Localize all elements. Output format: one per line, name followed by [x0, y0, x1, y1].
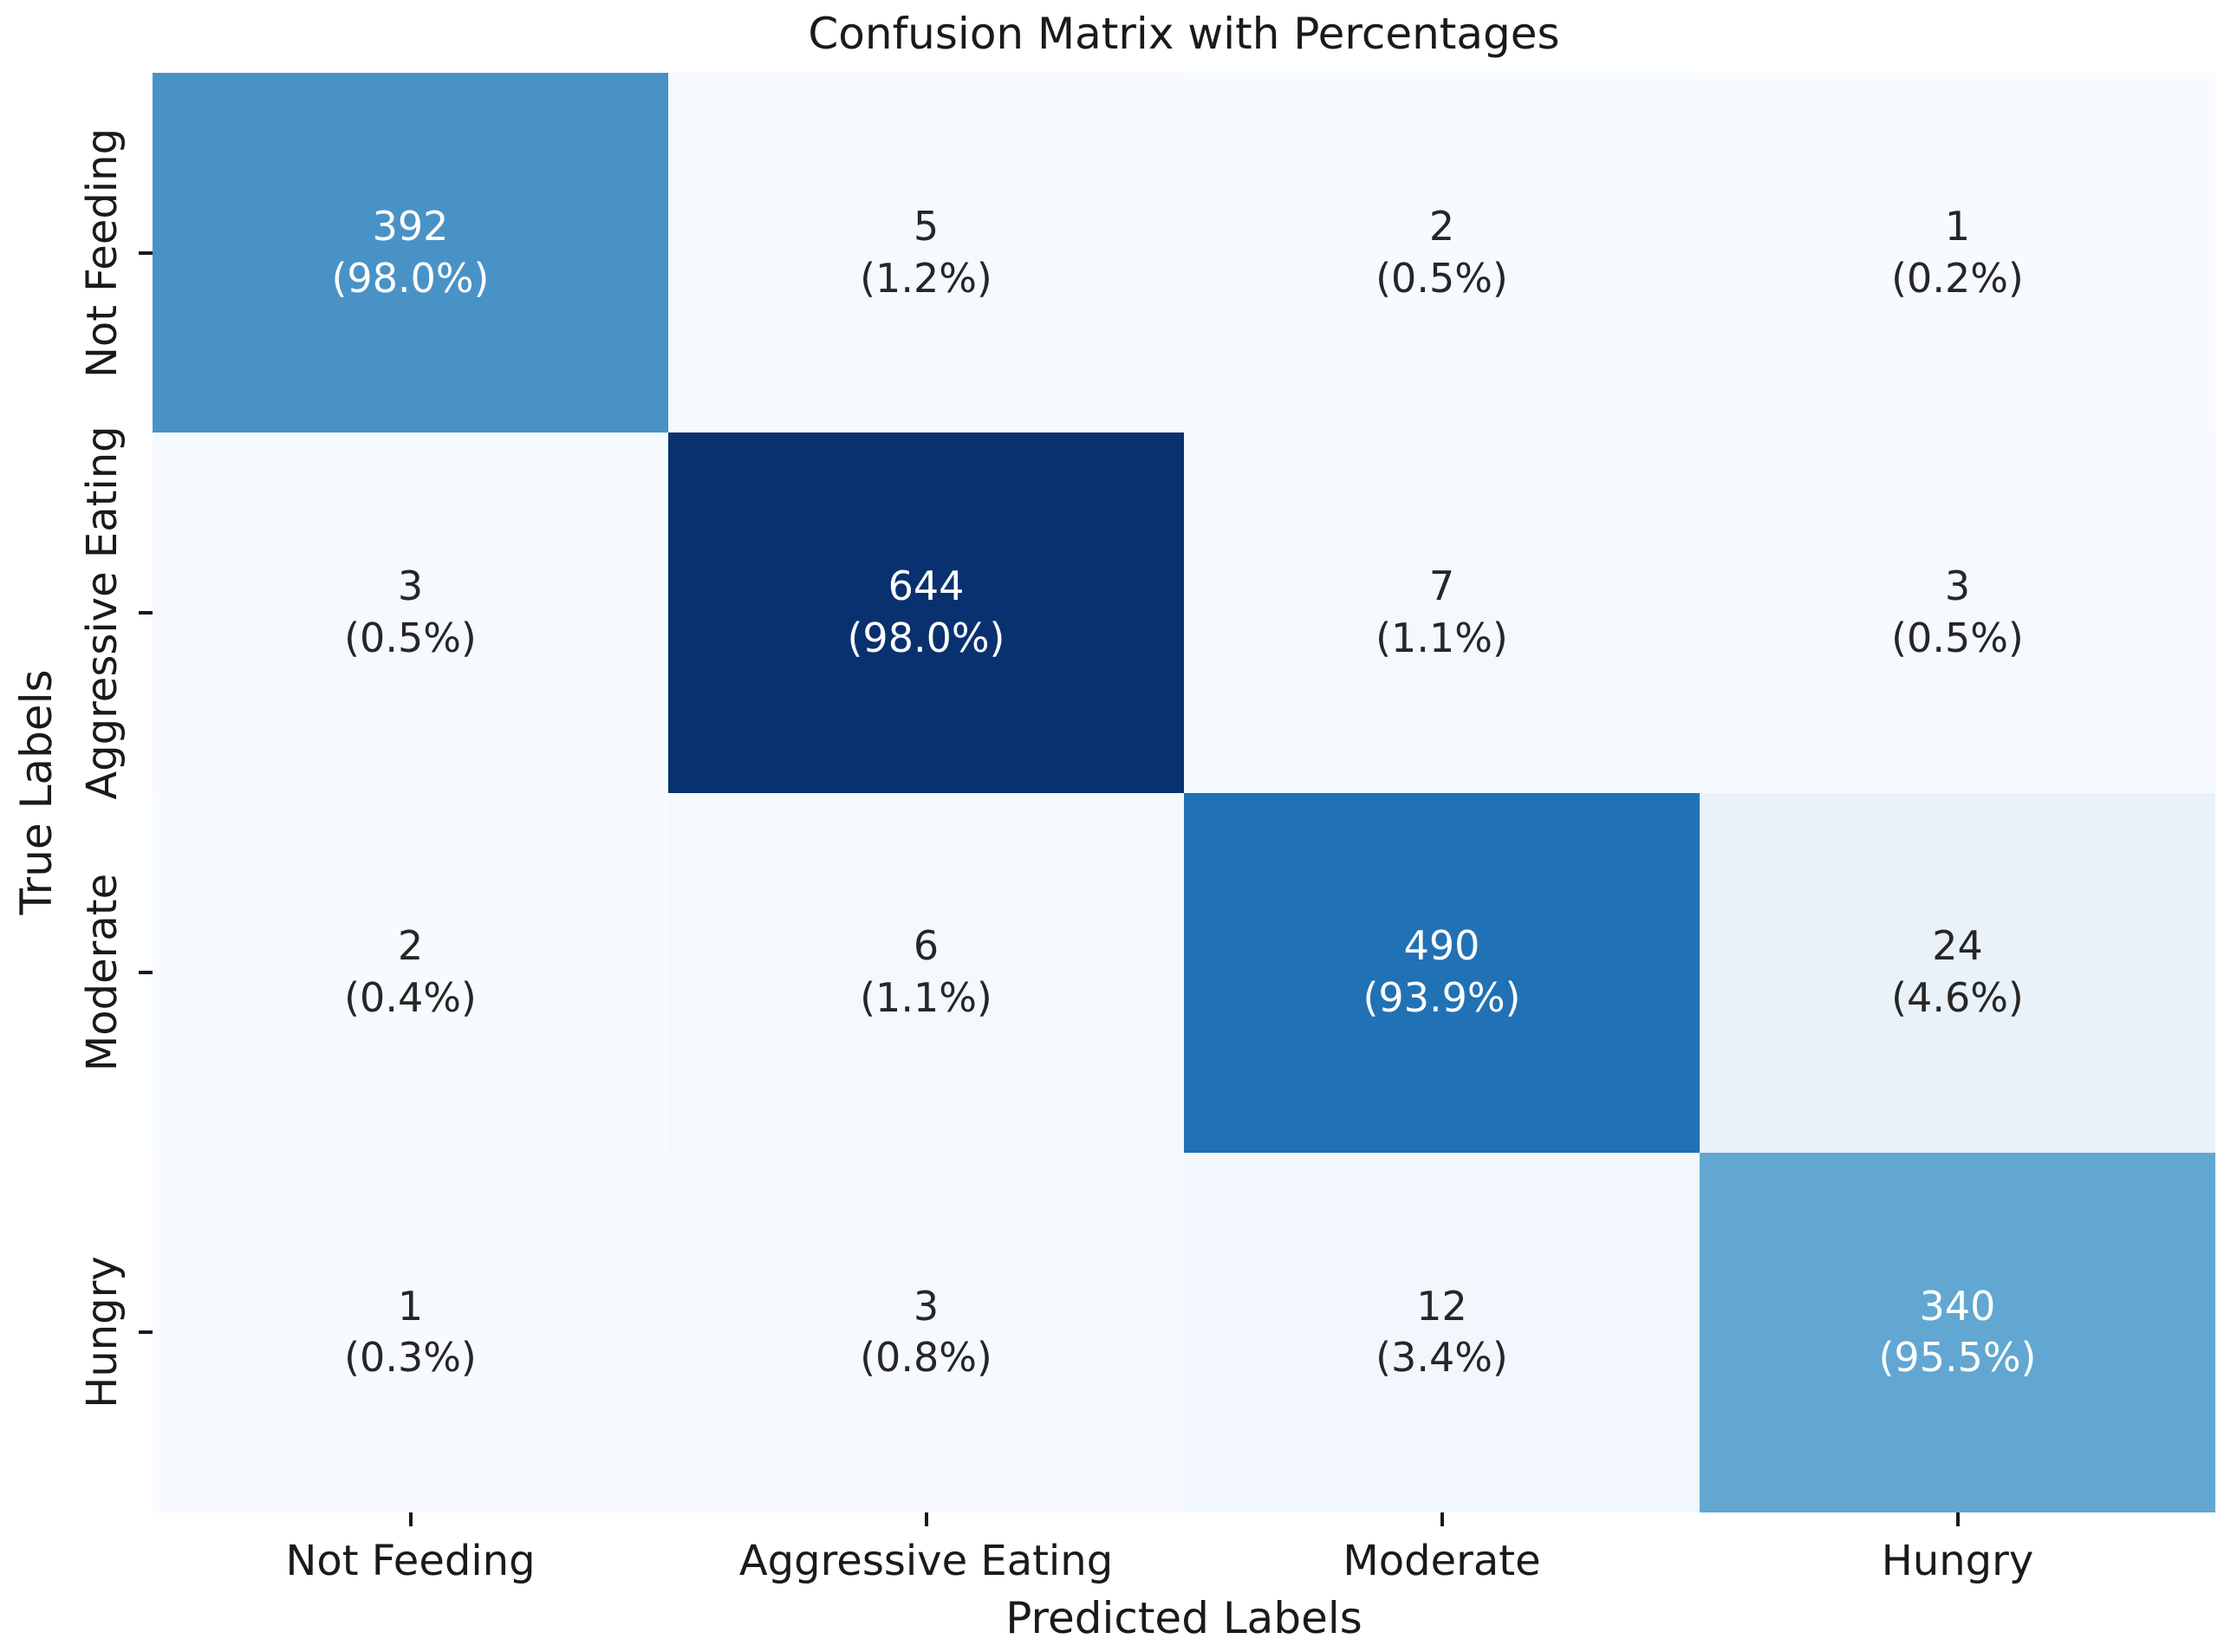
matrix-cell: 1 (0.2%) — [1700, 73, 2215, 433]
cell-percentage: (0.2%) — [1891, 254, 2024, 302]
matrix-cell: 2 (0.4%) — [153, 792, 668, 1153]
cell-percentage: (0.5%) — [1375, 254, 1508, 302]
matrix-cell: 392 (98.0%) — [153, 73, 668, 433]
matrix-cell: 7 (1.1%) — [1184, 433, 1700, 793]
cell-count: 5 — [913, 202, 940, 250]
cell-count: 392 — [372, 202, 449, 250]
cell-percentage: (0.3%) — [344, 1334, 477, 1382]
cell-percentage: (0.5%) — [1891, 614, 2024, 661]
x-tick-mark — [1440, 1512, 1444, 1526]
matrix-cell: 3 (0.5%) — [153, 433, 668, 793]
y-axis-title: True Labels — [11, 669, 62, 915]
matrix-cell: 490 (93.9%) — [1184, 792, 1700, 1153]
cell-count: 3 — [1944, 563, 1971, 610]
cell-count: 6 — [913, 922, 940, 970]
cell-percentage: (0.5%) — [344, 614, 477, 661]
cell-count: 3 — [913, 1282, 940, 1330]
cell-percentage: (98.0%) — [847, 614, 1005, 661]
matrix-cell: 3 (0.5%) — [1700, 433, 2215, 793]
cell-count: 1 — [397, 1282, 424, 1330]
x-axis-title: Predicted Labels — [1005, 1593, 1362, 1643]
cell-percentage: (0.4%) — [344, 974, 477, 1022]
y-tick-label: Not Feeding — [78, 127, 127, 378]
matrix-cell: 644 (98.0%) — [668, 433, 1184, 793]
cell-percentage: (95.5%) — [1878, 1334, 2037, 1382]
cell-percentage: (0.8%) — [860, 1334, 992, 1382]
matrix-cell: 5 (1.2%) — [668, 73, 1184, 433]
cell-percentage: (4.6%) — [1891, 974, 2024, 1022]
x-tick-label: Hungry — [1881, 1537, 2034, 1585]
cell-percentage: (93.9%) — [1362, 974, 1521, 1022]
heatmap-plot-area: 392 (98.0%) 5 (1.2%) 2 (0.5%) 1 (0.2%) 3 (0.5%) 64… — [153, 73, 2215, 1512]
x-tick-label: Moderate — [1343, 1537, 1541, 1585]
x-tick-label: Not Feeding — [285, 1537, 536, 1585]
x-tick-label: Aggressive Eating — [738, 1537, 1114, 1585]
y-tick-mark — [139, 610, 153, 615]
y-tick-label: Aggressive Eating — [78, 426, 127, 800]
cell-count: 644 — [888, 563, 965, 610]
cell-count: 3 — [397, 563, 424, 610]
cell-count: 340 — [1919, 1282, 1996, 1330]
cell-percentage: (3.4%) — [1375, 1334, 1508, 1382]
cell-count: 12 — [1416, 1282, 1467, 1330]
matrix-cell: 3 (0.8%) — [668, 1152, 1184, 1512]
cell-percentage: (1.2%) — [860, 254, 992, 302]
cell-count: 7 — [1428, 563, 1455, 610]
y-tick-mark — [139, 250, 153, 255]
x-tick-mark — [408, 1512, 413, 1526]
matrix-cell: 2 (0.5%) — [1184, 73, 1700, 433]
cell-percentage: (98.0%) — [331, 254, 490, 302]
cell-count: 490 — [1403, 922, 1480, 970]
y-tick-mark — [139, 971, 153, 975]
x-tick-mark — [1955, 1512, 1960, 1526]
cell-percentage: (1.1%) — [860, 974, 992, 1022]
matrix-cell: 340 (95.5%) — [1700, 1152, 2215, 1512]
matrix-cell: 1 (0.3%) — [153, 1152, 668, 1512]
matrix-cell: 24 (4.6%) — [1700, 792, 2215, 1153]
y-tick-label: Moderate — [78, 873, 127, 1072]
y-tick-mark — [139, 1330, 153, 1335]
cell-percentage: (1.1%) — [1375, 614, 1508, 661]
cell-count: 2 — [1428, 202, 1455, 250]
matrix-cell: 6 (1.1%) — [668, 792, 1184, 1153]
matrix-cell: 12 (3.4%) — [1184, 1152, 1700, 1512]
cell-count: 2 — [397, 922, 424, 970]
x-tick-mark — [924, 1512, 928, 1526]
y-tick-label: Hungry — [78, 1256, 127, 1409]
cell-count: 24 — [1932, 922, 1983, 970]
chart-title: Confusion Matrix with Percentages — [808, 9, 1560, 59]
cell-count: 1 — [1944, 202, 1971, 250]
